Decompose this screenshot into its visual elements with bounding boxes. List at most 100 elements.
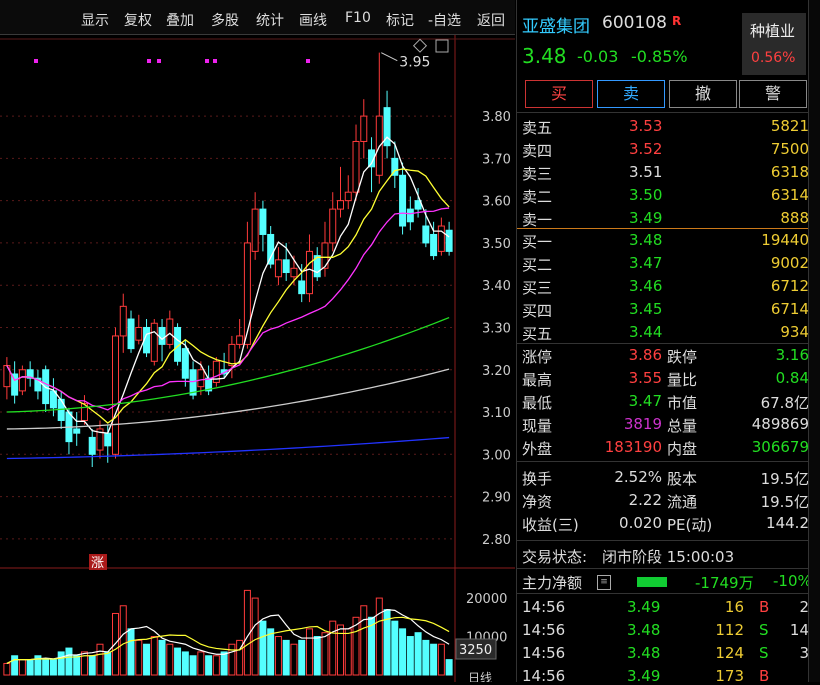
price-change: -0.03 [577, 47, 619, 66]
price-tick-label: 3.20 [482, 364, 511, 379]
volume-bar [197, 651, 205, 676]
toolbar-item-0[interactable]: 显示 [81, 13, 109, 29]
toolbar-item-6[interactable]: F10 [345, 10, 371, 26]
volume-bar [104, 651, 112, 676]
main-flow-pct: -10% [773, 572, 812, 590]
candle-body [18, 369, 26, 392]
alert-button[interactable]: 警 [739, 80, 807, 108]
stat-value: 183190 [604, 438, 662, 456]
candle-body [406, 208, 414, 223]
toolbar-item-1[interactable]: 复权 [124, 13, 152, 29]
candle-body [344, 191, 352, 202]
volume-bar [360, 605, 368, 676]
kline-chart[interactable]: 3.80 3.70 3.60 3.50 3.40 3.30 3.20 3.10 3.00 2.90… [0, 35, 515, 682]
toolbar-item-7[interactable]: 标记 [386, 13, 414, 29]
volume-bar [96, 643, 104, 676]
limit-up-label: 涨 [91, 556, 104, 571]
tick-vol: 112 [715, 621, 744, 639]
volume-bar [329, 620, 337, 676]
candle-body [166, 318, 174, 345]
sector-name: 种植业 [750, 22, 796, 40]
stat-label: 股本 [667, 470, 698, 488]
candle-body [352, 140, 360, 193]
toolbar-item-5[interactable]: 画线 [299, 13, 327, 29]
candle-body [414, 200, 422, 210]
stat-label: 流通 [667, 493, 698, 511]
candle-body [127, 318, 135, 350]
volume-bar [437, 643, 445, 676]
margin-flag: R [672, 14, 682, 28]
toolbar-item-4[interactable]: 统计 [256, 13, 284, 29]
volume-bar [445, 659, 453, 676]
bids-volume: 934 [780, 323, 809, 341]
event-marker [157, 59, 161, 63]
list-icon[interactable]: ≡ [597, 575, 611, 590]
volume-bar [65, 647, 73, 676]
volume-bar [337, 624, 344, 676]
candle-body [321, 242, 329, 269]
price-tick-label: 3.40 [482, 279, 511, 294]
volume-value: 3250 [459, 643, 492, 658]
cancel-order-button[interactable]: 撤 [669, 80, 737, 108]
candle-body [197, 369, 205, 388]
volume-bar [259, 620, 267, 676]
candle-body [383, 107, 391, 147]
volume-bar [88, 655, 96, 676]
asks-volume: 5821 [770, 117, 809, 135]
ma60-line [6, 316, 450, 413]
tick-price: 3.49 [627, 667, 661, 685]
stat-value: 3.16 [775, 346, 809, 364]
stat-value: 3.47 [628, 392, 662, 410]
stock-name[interactable]: 亚盛集团 [522, 17, 590, 37]
volume-bar [274, 636, 282, 676]
volume-bar [205, 655, 213, 676]
event-marker [306, 59, 310, 63]
volume-bar [135, 639, 143, 676]
stat-label: 换手 [522, 470, 553, 488]
asks-volume: 7500 [770, 140, 809, 158]
stat-label: 现量 [522, 417, 553, 435]
bids-label: 买一 [522, 233, 553, 251]
candle-body [189, 369, 197, 396]
event-marker [205, 59, 209, 63]
volume-bar [391, 620, 399, 676]
candle-body [360, 115, 368, 142]
candle-body [298, 280, 306, 295]
price-tick-label: 3.80 [482, 110, 511, 125]
volume-bar [174, 647, 182, 676]
high-pointer [381, 52, 398, 62]
toolbar-item-8[interactable]: -自选 [428, 13, 462, 29]
candle-body [104, 432, 112, 447]
stat-value: 67.8亿 [760, 394, 809, 412]
tick-n: 14 [789, 621, 809, 639]
volume-bar [11, 655, 19, 676]
candle-body [73, 428, 81, 434]
price-tick-label: 3.10 [482, 406, 511, 421]
toolbar-item-9[interactable]: 返回 [477, 13, 505, 29]
candle-body [437, 225, 445, 252]
stat-value: 3.55 [628, 369, 662, 387]
volume-bar [18, 659, 26, 676]
asks-label: 卖三 [522, 165, 553, 183]
price-change-pct: -0.85% [631, 47, 688, 66]
period-label: 日线 [468, 671, 492, 682]
event-marker [34, 59, 38, 63]
toolbar-item-2[interactable]: 叠加 [166, 13, 194, 29]
candle-body [251, 208, 259, 252]
chart-toolbar [0, 0, 515, 35]
volume-bar [267, 628, 275, 676]
stat-label: 收益(三) [522, 516, 579, 534]
stat-label: 内盘 [667, 440, 698, 458]
candle-body [88, 436, 96, 455]
asks-price: 3.50 [629, 186, 663, 204]
tick-n: 3 [799, 644, 809, 662]
sell-button[interactable]: 卖 [597, 80, 665, 108]
buy-button[interactable]: 买 [525, 80, 593, 108]
candle-body [236, 335, 244, 345]
candle-body [274, 259, 282, 278]
candle-body [290, 267, 298, 278]
sector-box[interactable]: 种植业 0.56% [742, 13, 806, 75]
toolbar-item-3[interactable]: 多股 [211, 13, 239, 29]
candle-body [282, 259, 290, 274]
candle-body [112, 335, 119, 455]
